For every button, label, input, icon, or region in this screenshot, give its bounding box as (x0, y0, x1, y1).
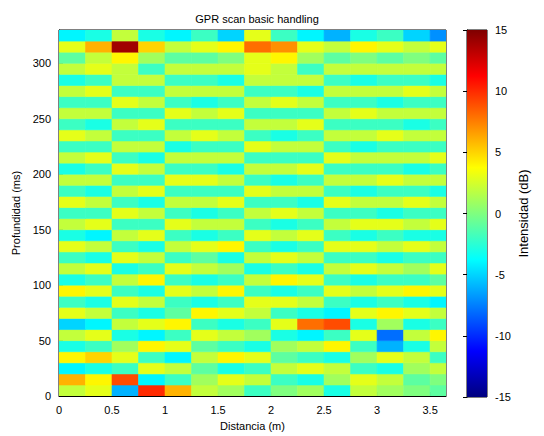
svg-text:GPR scan basic handling: GPR scan basic handling (195, 13, 319, 25)
svg-text:150: 150 (33, 224, 51, 236)
svg-text:Distancia (m): Distancia (m) (220, 420, 285, 432)
svg-text:5: 5 (495, 146, 501, 158)
svg-text:200: 200 (33, 168, 51, 180)
svg-text:-5: -5 (495, 269, 505, 281)
svg-text:250: 250 (33, 113, 51, 125)
svg-text:0.5: 0.5 (104, 404, 119, 416)
svg-text:0: 0 (45, 390, 51, 402)
svg-text:15: 15 (495, 24, 507, 36)
svg-text:0: 0 (56, 404, 62, 416)
svg-text:0: 0 (495, 208, 501, 220)
svg-text:2.5: 2.5 (316, 404, 331, 416)
svg-text:300: 300 (33, 57, 51, 69)
svg-text:50: 50 (39, 335, 51, 347)
svg-text:100: 100 (33, 279, 51, 291)
svg-text:10: 10 (495, 85, 507, 97)
svg-text:3.5: 3.5 (422, 404, 437, 416)
svg-text:1.5: 1.5 (210, 404, 225, 416)
svg-text:-15: -15 (495, 391, 511, 403)
svg-text:1: 1 (162, 404, 168, 416)
svg-text:-10: -10 (495, 330, 511, 342)
svg-text:Intensidad (dB): Intensidad (dB) (516, 169, 531, 257)
svg-text:3: 3 (374, 404, 380, 416)
svg-text:Profundidad (ms): Profundidad (ms) (10, 171, 22, 255)
svg-text:2: 2 (268, 404, 274, 416)
